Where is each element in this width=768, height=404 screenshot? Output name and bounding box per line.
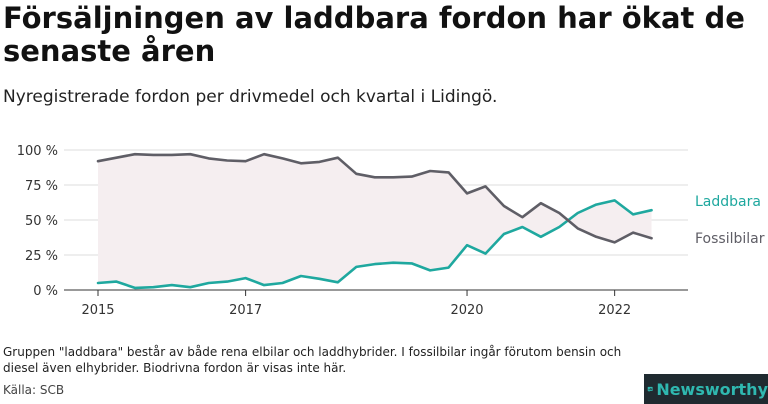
y-tick-label: 100 % [17, 144, 58, 159]
x-tick-label: 2020 [450, 303, 483, 318]
brand-name: Newsworthy [656, 379, 768, 399]
fossilbilar-line [96, 152, 653, 244]
source-label: Källa: SCB [3, 383, 65, 397]
chart-footnote: Gruppen "laddbara" består av både rena e… [3, 345, 622, 375]
y-tick-label: 50 % [25, 214, 58, 229]
x-tick-label: 2017 [229, 303, 262, 318]
line-chart: 0 % 25 % 50 % 75 % 100 % 2015 2017 2020 2022 Ladd… [17, 144, 765, 318]
chart-subtitle: Nyregistrerade fordon per drivmedel och … [3, 87, 498, 107]
brand-badge[interactable]: Newsworthy [644, 374, 768, 404]
legend-label-fossilbilar: Fossilbilar [695, 231, 765, 247]
y-tick-label: 0 % [33, 284, 58, 299]
laddbara-line [96, 199, 653, 290]
newsworthy-logo-icon [647, 386, 653, 392]
x-tick-label: 2015 [81, 303, 114, 318]
x-tick-label: 2022 [598, 303, 631, 318]
y-tick-label: 75 % [25, 179, 58, 194]
chart-title: Försäljningen av laddbara fordon har öka… [3, 1, 745, 68]
y-tick-label: 25 % [25, 249, 58, 264]
legend-label-laddbara: Laddbara [695, 194, 761, 210]
gap-area [98, 154, 652, 288]
